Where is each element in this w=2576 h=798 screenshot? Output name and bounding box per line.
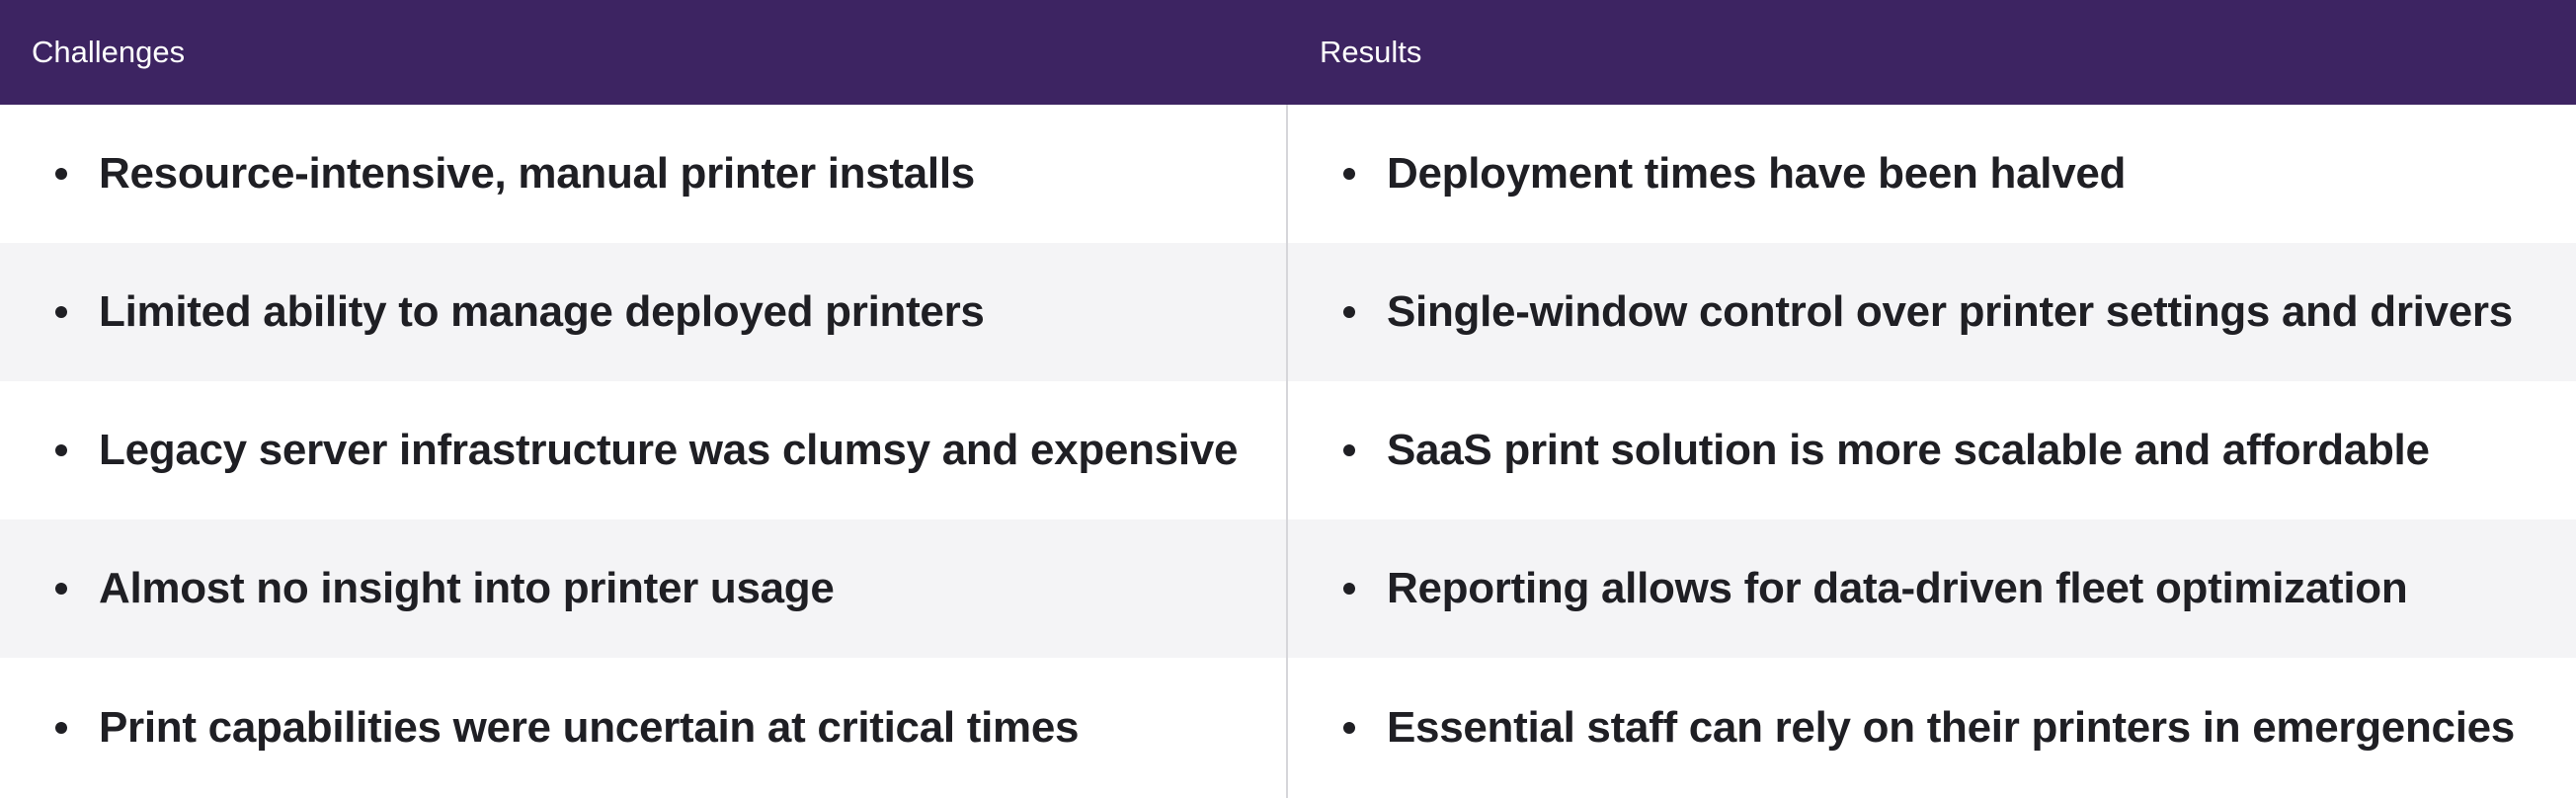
- bullet-icon: [1343, 583, 1355, 595]
- challenge-cell: Resource-intensive, manual printer insta…: [0, 105, 1288, 243]
- challenge-text: Print capabilities were uncertain at cri…: [99, 703, 1080, 752]
- challenge-text: Legacy server infrastructure was clumsy …: [99, 426, 1239, 474]
- result-cell: Single-window control over printer setti…: [1288, 243, 2576, 381]
- result-text: Essential staff can rely on their printe…: [1387, 703, 2515, 752]
- challenge-text: Resource-intensive, manual printer insta…: [99, 149, 975, 198]
- challenge-cell: Limited ability to manage deployed print…: [0, 243, 1288, 381]
- result-text: SaaS print solution is more scalable and…: [1387, 426, 2430, 474]
- results-column-header: Results: [1320, 35, 1422, 69]
- bullet-icon: [1343, 444, 1355, 456]
- bullet-icon: [55, 306, 67, 318]
- bullet-icon: [1343, 306, 1355, 318]
- challenge-cell: Print capabilities were uncertain at cri…: [0, 658, 1288, 798]
- challenges-column-header: Challenges: [32, 35, 186, 69]
- bullet-icon: [55, 168, 67, 180]
- table-row: Limited ability to manage deployed print…: [0, 243, 2576, 381]
- challenge-text: Almost no insight into printer usage: [99, 564, 835, 612]
- table-row: Print capabilities were uncertain at cri…: [0, 658, 2576, 798]
- bullet-icon: [55, 722, 67, 734]
- result-text: Deployment times have been halved: [1387, 149, 2127, 198]
- result-cell: Deployment times have been halved: [1288, 105, 2576, 243]
- table-row: Legacy server infrastructure was clumsy …: [0, 381, 2576, 519]
- result-text: Reporting allows for data-driven fleet o…: [1387, 564, 2408, 612]
- bullet-icon: [1343, 168, 1355, 180]
- challenge-cell: Legacy server infrastructure was clumsy …: [0, 381, 1288, 519]
- result-cell: Reporting allows for data-driven fleet o…: [1288, 519, 2576, 658]
- challenge-text: Limited ability to manage deployed print…: [99, 287, 985, 336]
- bullet-icon: [55, 583, 67, 595]
- result-cell: SaaS print solution is more scalable and…: [1288, 381, 2576, 519]
- challenge-cell: Almost no insight into printer usage: [0, 519, 1288, 658]
- table-header: Challenges Results: [0, 0, 2576, 105]
- bullet-icon: [1343, 722, 1355, 734]
- result-cell: Essential staff can rely on their printe…: [1288, 658, 2576, 798]
- table-row: Almost no insight into printer usage Rep…: [0, 519, 2576, 658]
- result-text: Single-window control over printer setti…: [1387, 287, 2513, 336]
- bullet-icon: [55, 444, 67, 456]
- table-row: Resource-intensive, manual printer insta…: [0, 105, 2576, 243]
